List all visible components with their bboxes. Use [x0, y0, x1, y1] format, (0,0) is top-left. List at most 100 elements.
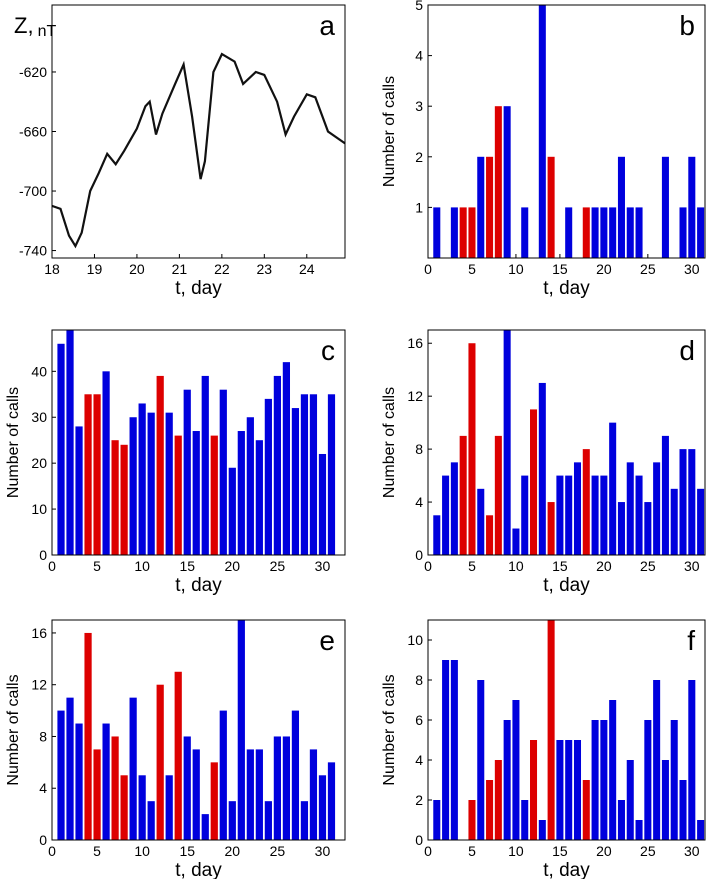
bar: [688, 680, 696, 840]
y-tick-label: 2: [415, 149, 423, 165]
bar: [291, 710, 300, 840]
panel: 18 19 20 21 22 23 24 -740 -700 -660 -620 a t, day Z, n…: [14, 4, 346, 299]
bar: [600, 720, 608, 840]
x-tick-label: 30: [315, 558, 331, 574]
x-tick-label: 30: [684, 558, 700, 574]
bar: [327, 762, 336, 840]
y-tick-label: 10: [407, 632, 423, 648]
bar: [264, 801, 272, 840]
bar: [129, 697, 137, 840]
bar: [183, 389, 191, 555]
bar: [183, 736, 191, 840]
bar: [538, 5, 546, 258]
bar: [459, 207, 467, 258]
x-tick-label: 25: [640, 261, 656, 277]
bar: [565, 740, 573, 840]
bar: [129, 417, 137, 555]
bar: [57, 710, 65, 840]
bar: [626, 462, 634, 555]
y-tick-label: 4: [39, 780, 47, 796]
bar: [147, 412, 155, 555]
y-axis-label: Number of calls: [381, 76, 398, 187]
bar: [556, 475, 564, 555]
y-tick-label: 0: [415, 547, 423, 563]
bar: [192, 431, 200, 555]
bar: [468, 800, 476, 840]
x-tick-label: 5: [468, 558, 476, 574]
y-tick-label: 4: [415, 48, 423, 64]
x-tick-label: 10: [508, 261, 524, 277]
bar: [679, 449, 687, 555]
bar: [670, 720, 678, 840]
bar: [582, 207, 590, 258]
y-tick-label: 10: [31, 501, 47, 517]
bar: [318, 775, 327, 840]
bar: [635, 475, 643, 555]
bar: [433, 800, 441, 840]
x-tick-label: 30: [684, 261, 700, 277]
x-tick-label: 30: [315, 843, 331, 859]
y-tick-label: 3: [415, 98, 423, 114]
bar: [573, 740, 582, 840]
bar: [255, 440, 263, 555]
x-tick-label: 20: [596, 261, 612, 277]
bar: [442, 660, 450, 840]
y-tick-label: 2: [415, 792, 423, 808]
bar: [273, 736, 281, 840]
x-tick-label: 5: [468, 843, 476, 859]
x-tick-label: 0: [48, 843, 56, 859]
y-tick-label: -740: [19, 243, 47, 259]
bar: [644, 720, 652, 840]
bar: [688, 449, 696, 555]
x-tick-label: 20: [225, 558, 241, 574]
y-tick-label: 6: [415, 712, 423, 728]
bar: [201, 375, 209, 555]
bar: [237, 620, 245, 840]
x-tick-label: 19: [87, 261, 103, 277]
bar: [219, 389, 227, 555]
bar: [486, 156, 494, 258]
y-axis-label: Number of calls: [5, 387, 22, 498]
bar: [512, 700, 520, 840]
bar: [246, 417, 254, 555]
y-tick-label: -700: [19, 183, 47, 199]
x-axis-label: t, day: [175, 860, 222, 879]
bar: [661, 156, 669, 258]
bar: [138, 775, 146, 840]
bar: [327, 394, 336, 555]
axes-frame: [51, 329, 346, 556]
x-tick-label: 15: [179, 843, 195, 859]
bar: [591, 475, 599, 555]
y-axis-label: Number of calls: [381, 674, 398, 785]
bar: [521, 475, 529, 555]
bar: [111, 736, 119, 840]
bar: [300, 394, 309, 555]
bar: [617, 156, 625, 258]
axes-frame: [51, 619, 346, 841]
bar: [477, 680, 485, 840]
bar: [165, 412, 173, 555]
bar: [93, 749, 101, 840]
x-tick-label: 25: [270, 843, 286, 859]
x-tick-label: 15: [552, 843, 568, 859]
x-tick-label: 20: [596, 843, 612, 859]
bar: [547, 156, 555, 258]
x-axis-label: t, day: [175, 278, 222, 299]
bar: [111, 440, 119, 555]
bar: [66, 697, 74, 840]
x-tick-label: 30: [684, 843, 700, 859]
y-axis-label: Number of calls: [5, 674, 22, 785]
bar: [66, 330, 74, 555]
bar: [644, 502, 652, 555]
bar: [626, 760, 634, 840]
panel-label: e: [319, 625, 335, 656]
x-tick-label: 23: [257, 261, 273, 277]
x-axis-label: t, day: [543, 278, 590, 299]
x-tick-label: 0: [424, 261, 432, 277]
y-tick-label: 4: [415, 752, 423, 768]
bar: [661, 760, 669, 840]
y-tick-label: 40: [31, 363, 47, 379]
x-tick-label: 20: [129, 261, 145, 277]
bar: [219, 710, 227, 840]
x-tick-label: 0: [48, 558, 56, 574]
